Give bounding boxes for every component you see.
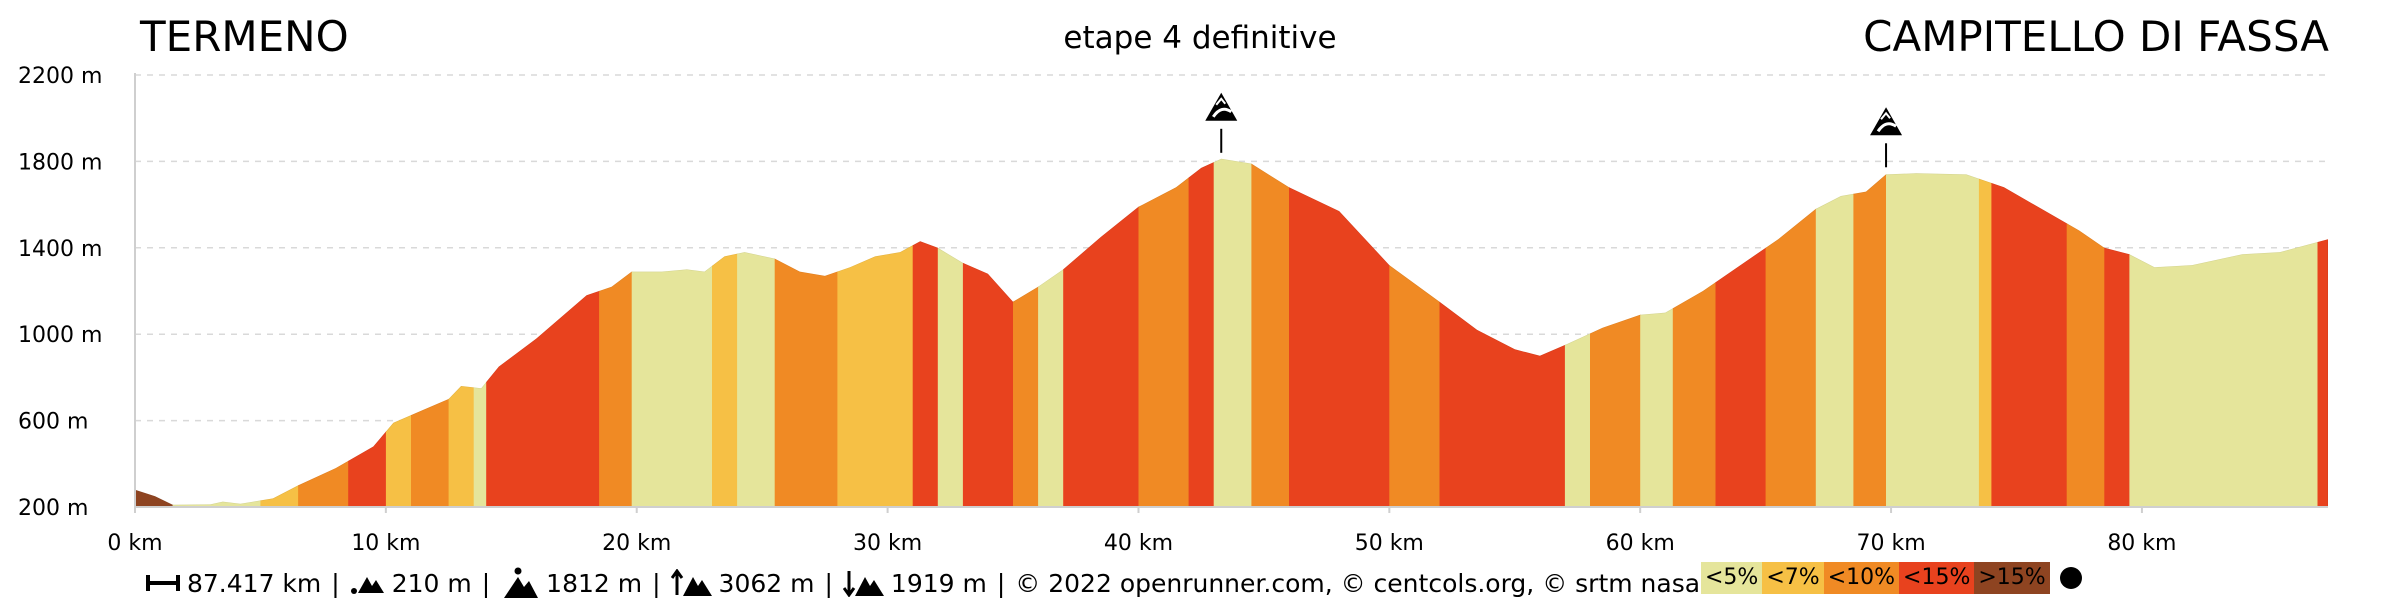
mountain-pass-icon: [1205, 92, 1238, 153]
slope-segment: [2066, 158, 2105, 507]
x-tick-label: 60 km: [1606, 531, 1675, 556]
x-axis-ticks: 0 km 10 km 20 km 30 km 40 km 50 km 60 km 70 km 8…: [107, 507, 2176, 556]
slope-segment: [1213, 158, 1252, 507]
legend-item-over-15: >15%: [1974, 562, 2050, 594]
slope-segment: [1853, 158, 1887, 507]
separator: |: [331, 568, 340, 598]
slope-segment: [837, 158, 914, 507]
slope-segment: [1038, 158, 1064, 507]
slope-segment: [298, 158, 349, 507]
slope-segment: [631, 158, 713, 507]
min-altitude-value: 210 m: [391, 568, 472, 598]
slope-segment: [1013, 158, 1039, 507]
x-tick-label: 30 km: [853, 531, 922, 556]
legend-item-under-10: <10%: [1823, 562, 1900, 594]
axes: [134, 73, 2328, 508]
slope-segment: [1289, 158, 1390, 507]
separator: |: [481, 568, 491, 598]
descent-icon: [842, 571, 884, 597]
descent-value: 1919 m: [890, 568, 987, 598]
x-tick-label: 40 km: [1104, 531, 1173, 556]
slope-segment: [1138, 158, 1190, 507]
min-altitude-icon: [350, 577, 384, 594]
slope-legend: <5% <7% <10% <15% >15%: [1701, 562, 2050, 594]
separator: |: [652, 568, 661, 598]
slope-segment: [1715, 158, 1767, 507]
slope-segment: [737, 158, 776, 507]
slope-segment: [1672, 158, 1716, 507]
x-tick-label: 20 km: [602, 531, 671, 556]
slope-segment: [2317, 158, 2328, 507]
slope-segment: [937, 158, 964, 507]
slope-segment: [411, 158, 450, 507]
slope-segment: [599, 158, 633, 507]
start-location-title: TERMENO: [140, 12, 349, 61]
slope-segment: [473, 158, 487, 507]
separator: |: [824, 568, 833, 598]
slope-segment: [172, 158, 261, 507]
legend-item-under-7: <7%: [1762, 562, 1824, 594]
y-tick-label: 2200 m: [18, 64, 102, 89]
slope-segment: [1188, 158, 1215, 507]
slope-segment: [774, 158, 838, 507]
distance-icon: [146, 575, 180, 591]
ascent-value: 3062 m: [718, 568, 815, 598]
slope-segment: [1389, 158, 1441, 507]
distance-value: 87.417 km: [187, 568, 322, 598]
y-tick-label: 1800 m: [18, 150, 102, 175]
x-tick-label: 80 km: [2107, 531, 2176, 556]
y-tick-label: 600 m: [18, 410, 88, 435]
ascent-icon: [670, 569, 712, 596]
x-tick-label: 70 km: [1857, 531, 1926, 556]
slope-segment: [1765, 158, 1817, 507]
route-stats-footer: 87.417 km | 210 m | 1812 m | 3062 m | 19…: [145, 567, 1700, 599]
slope-segment: [1251, 158, 1290, 507]
slope-segment: [135, 158, 174, 507]
slope-segment: [912, 158, 939, 507]
y-axis-ticks: 200 m 600 m 1000 m 1400 m 1800 m 2200 m: [18, 64, 102, 521]
slope-segment: [1886, 158, 1980, 507]
max-altitude-value: 1812 m: [546, 568, 643, 598]
slope-segment: [1640, 158, 1674, 507]
copyright-text: © 2022 openrunner.com, © centcols.org, ©…: [1015, 568, 1701, 598]
y-tick-label: 1400 m: [18, 237, 102, 262]
slope-segment: [1564, 158, 1591, 507]
x-tick-label: 50 km: [1355, 531, 1424, 556]
slope-segment: [1815, 158, 1854, 507]
stage-title: etape 4 definitive: [1063, 20, 1337, 56]
slope-segment: [1439, 158, 1566, 507]
elevation-profile-chart: 200 m 600 m 1000 m 1400 m 1800 m 2200 m 0 km 1…: [18, 64, 2328, 556]
position-marker-dot: [2060, 567, 2082, 589]
slope-segment: [2104, 158, 2130, 507]
slope-segment: [448, 158, 475, 507]
max-altitude-icon: [504, 567, 539, 598]
pass-markers: [1205, 92, 1903, 168]
slope-segment: [1063, 158, 1140, 507]
slope-segment: [385, 158, 412, 507]
mountain-pass-icon: [1870, 107, 1903, 168]
legend-item-under-5: <5%: [1701, 562, 1763, 594]
slope-segment: [348, 158, 387, 507]
slope-segment: [2129, 158, 2319, 507]
slope-segment: [260, 158, 299, 507]
slope-segment: [962, 158, 1014, 507]
end-location-title: CAMPITELLO DI FASSA: [1863, 12, 2329, 61]
y-tick-label: 1000 m: [18, 323, 102, 348]
slope-segment: [1978, 158, 1992, 507]
slope-segment: [1590, 158, 1641, 507]
slope-segments: [135, 158, 2328, 508]
x-tick-label: 10 km: [351, 531, 420, 556]
legend-item-under-15: <15%: [1899, 562, 1975, 594]
x-tick-label: 0 km: [107, 531, 162, 556]
separator: |: [996, 568, 1006, 598]
slope-segment: [486, 158, 600, 507]
y-tick-label: 200 m: [18, 496, 88, 521]
slope-segment: [1991, 158, 2068, 507]
slope-segment: [712, 158, 738, 507]
